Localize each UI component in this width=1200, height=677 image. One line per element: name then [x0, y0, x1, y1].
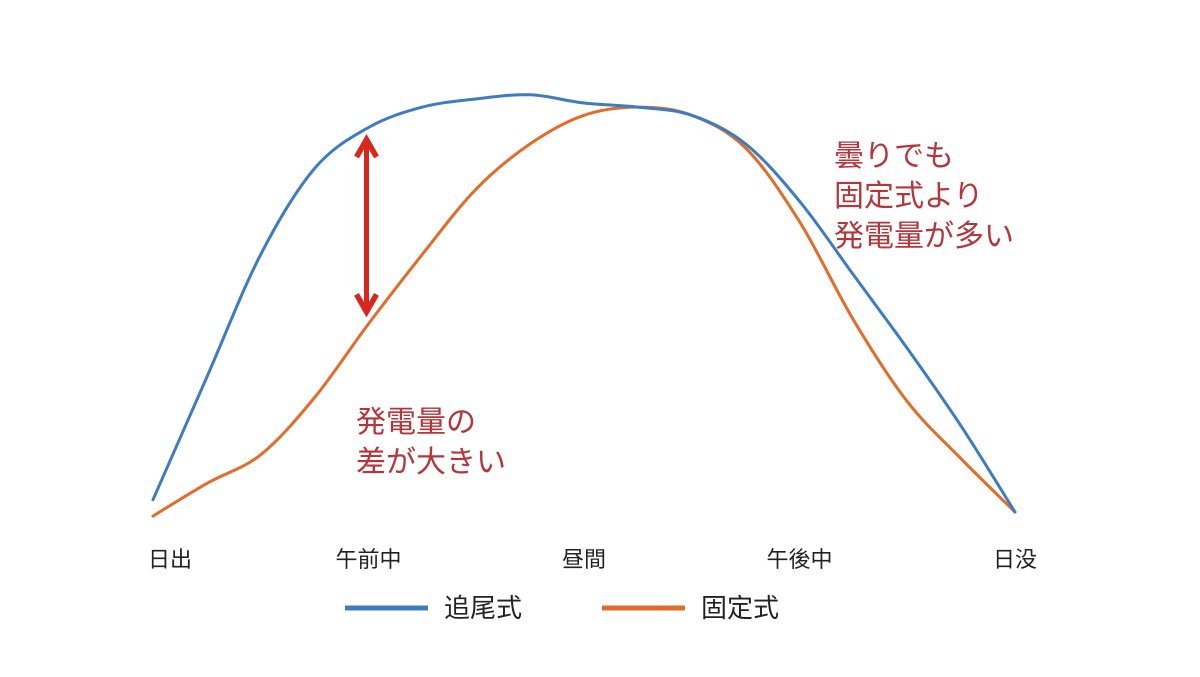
x-tick-label: 日没 — [993, 548, 1037, 573]
x-tick-label: 午後中 — [766, 548, 832, 573]
legend: 追尾式 固定式 — [345, 594, 779, 624]
annotation-line: 発電量の — [356, 405, 476, 440]
series-line-1 — [151, 105, 1017, 518]
legend-label: 追尾式 — [444, 594, 522, 624]
annotation-line: 曇りでも — [834, 139, 954, 174]
legend-label: 固定式 — [701, 594, 779, 624]
x-axis-ticks: 日出 午前中 昼間 午後中 日没 — [148, 548, 1037, 573]
x-tick-label: 午前中 — [335, 548, 401, 573]
lines-layer — [151, 93, 1017, 518]
series-line-0 — [151, 93, 1017, 514]
annotation-line: 固定式より — [834, 179, 983, 214]
annotation-line: 発電量が多い — [834, 219, 1014, 254]
annotation-line: 差が大きい — [356, 445, 506, 480]
x-tick-label: 昼間 — [562, 548, 606, 573]
x-tick-label: 日出 — [148, 548, 192, 573]
